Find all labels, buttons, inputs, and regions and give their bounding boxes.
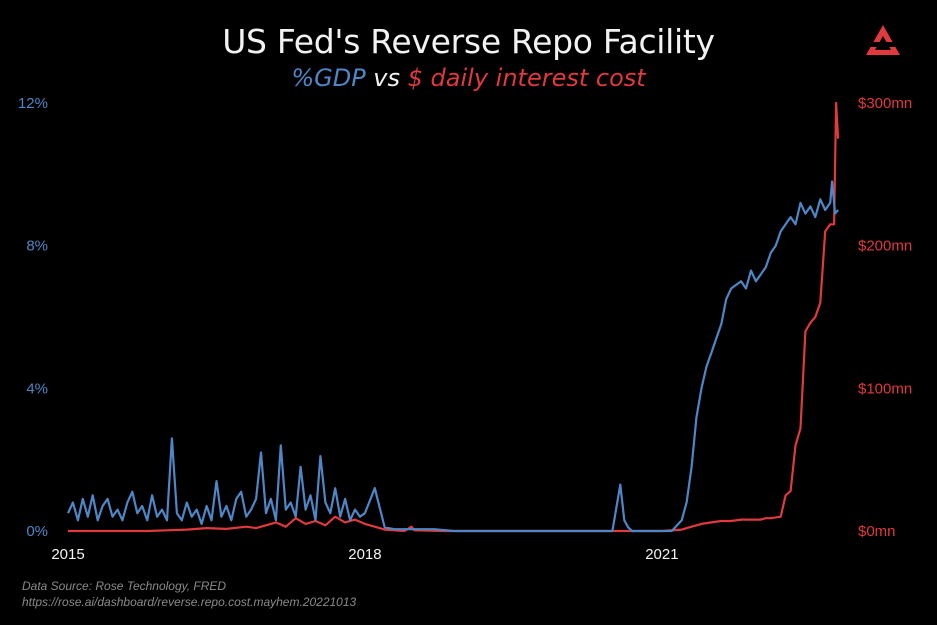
source-line-2: https://rose.ai/dashboard/reverse.repo.c… [22,595,357,609]
left-tick-label: 12% [18,95,48,112]
subtitle-gdp: %GDP [291,64,366,92]
left-axis: 0% 4% 8% 12% [18,95,48,540]
chart-title: US Fed's Reverse Repo Facility [222,22,715,61]
chart-subtitle: %GDP vs $ daily interest cost [0,64,937,92]
x-tick-label: 2021 [645,546,678,563]
rose-technology-logo-icon [866,25,900,55]
right-tick-label: $100mn [858,380,912,397]
plot-lines [66,101,840,533]
left-tick-label: 8% [26,238,48,255]
subtitle-vs: vs [365,64,408,92]
left-tick-label: 4% [26,380,48,397]
right-tick-label: $200mn [858,238,912,255]
data-source: Data Source: Rose Technology, FRED https… [22,578,356,610]
right-axis: $0mn $100mn $200mn $300mn [858,95,912,540]
x-tick-label: 2015 [51,546,84,563]
source-line-1: Data Source: Rose Technology, FRED [22,579,227,593]
x-tick-label: 2018 [348,546,381,563]
subtitle-cost: $ daily interest cost [407,64,646,92]
right-tick-label: $300mn [858,95,912,112]
left-tick-label: 0% [26,523,48,540]
right-tick-label: $0mn [858,523,896,540]
x-axis: 2015 2018 2021 [51,546,678,563]
gdp-series-line [66,180,839,533]
